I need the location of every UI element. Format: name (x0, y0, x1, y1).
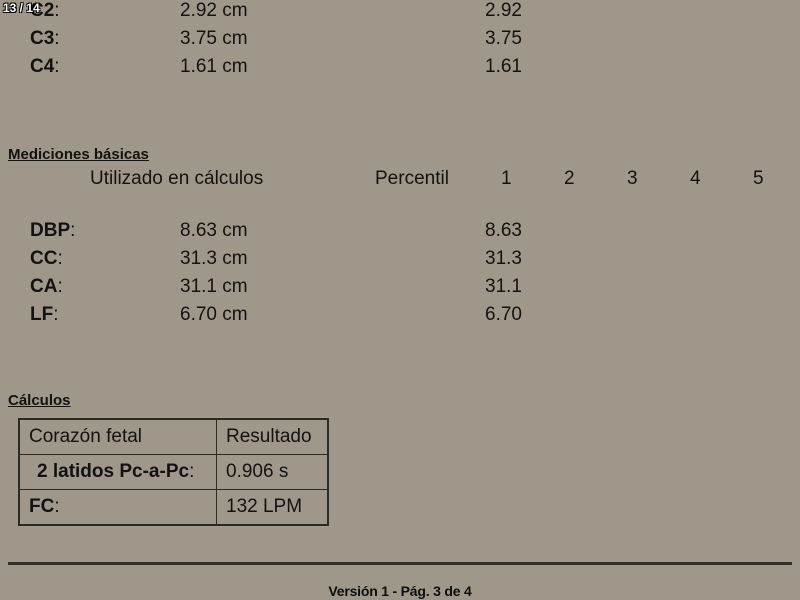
footer-divider (8, 562, 792, 565)
measurement-row-lf: LF: 6.70 cm 6.70 (0, 304, 800, 326)
measurement-row-ca: CA: 31.1 cm 31.1 (0, 276, 800, 298)
label-colon: : (54, 28, 60, 49)
measurement-label: DBP: (30, 220, 75, 242)
table-row: 2 latidos Pc-a-Pc: 0.906 s (18, 454, 329, 490)
measurement-value: 6.70 cm (180, 304, 248, 325)
label-text: 2 latidos Pc-a-Pc (37, 461, 190, 482)
measurement-label: C4: (30, 56, 60, 78)
percentile-col-3: 3 (627, 168, 638, 189)
table-header-row: Corazón fetal Resultado (18, 418, 329, 455)
label-text: C4 (30, 56, 55, 77)
header-cell-fetal-heart: Corazón fetal (18, 418, 217, 455)
column-header-row: Utilizado en cálculos Percentil 1 2 3 4 … (0, 168, 800, 190)
label-text: C3 (30, 28, 55, 49)
measurement-used-value: 8.63 (485, 220, 522, 241)
measurement-label: CA: (30, 276, 63, 298)
measurement-value: 3.75 cm (180, 28, 248, 49)
label-text: C2 (30, 0, 55, 21)
table-row: FC: 132 LPM (18, 489, 329, 526)
label-colon: : (189, 461, 195, 482)
label-text: FC (29, 496, 55, 517)
column-header-percentile: Percentil (375, 168, 449, 189)
footer-page-label: Versión 1 - Pág. 3 de 4 (328, 583, 472, 599)
measurement-label: C2: (30, 0, 60, 22)
measurement-label: C3: (30, 28, 60, 50)
label-text: DBP (30, 220, 71, 241)
measurement-used-value: 1.61 (485, 56, 522, 77)
label-colon: : (70, 220, 76, 241)
label-text: CC (30, 248, 58, 269)
measurement-value: 1.61 cm (180, 56, 248, 77)
measurement-value: 2.92 cm (180, 0, 248, 21)
label-colon: : (53, 304, 59, 325)
measurement-value: 31.3 cm (180, 248, 248, 269)
percentile-col-2: 2 (564, 168, 575, 189)
measurement-label: LF: (30, 304, 59, 326)
column-header-used: Utilizado en cálculos (90, 168, 264, 189)
percentile-col-5: 5 (753, 168, 764, 189)
measurement-used-value: 2.92 (485, 0, 522, 21)
measurement-row-dbp: DBP: 8.63 cm 8.63 (0, 220, 800, 242)
section-title-basic-measurements: Mediciones básicas (8, 146, 149, 163)
calc-label-cell: FC: (18, 489, 217, 526)
measurement-used-value: 31.1 (485, 276, 522, 297)
label-colon: : (54, 0, 60, 21)
calc-value-cell: 0.906 s (216, 454, 329, 490)
label-colon: : (54, 56, 60, 77)
label-colon: : (57, 276, 63, 297)
measurement-row-c4: C4: 1.61 cm 1.61 (0, 56, 800, 78)
measurement-value: 31.1 cm (180, 276, 248, 297)
percentile-col-4: 4 (690, 168, 701, 189)
header-cell-result: Resultado (216, 418, 329, 455)
calc-label-cell: 2 latidos Pc-a-Pc: (18, 454, 217, 490)
calculations-table: Corazón fetal Resultado 2 latidos Pc-a-P… (18, 418, 329, 526)
measurement-row-c3: C3: 3.75 cm 3.75 (0, 28, 800, 50)
page-indicator: 13 / 14 (3, 1, 40, 15)
label-colon: : (54, 496, 60, 517)
label-text: CA (30, 276, 58, 297)
percentile-col-1: 1 (501, 168, 512, 189)
measurement-used-value: 31.3 (485, 248, 522, 269)
calc-value-cell: 132 LPM (216, 489, 329, 526)
measurement-used-value: 3.75 (485, 28, 522, 49)
measurement-value: 8.63 cm (180, 220, 248, 241)
measurement-row-c2: C2: 2.92 cm 2.92 (0, 0, 800, 22)
measurement-label: CC: (30, 248, 63, 270)
section-title-calculations: Cálculos (8, 392, 71, 409)
measurement-row-cc: CC: 31.3 cm 31.3 (0, 248, 800, 270)
label-text: LF (30, 304, 54, 325)
measurement-used-value: 6.70 (485, 304, 522, 325)
label-colon: : (57, 248, 63, 269)
